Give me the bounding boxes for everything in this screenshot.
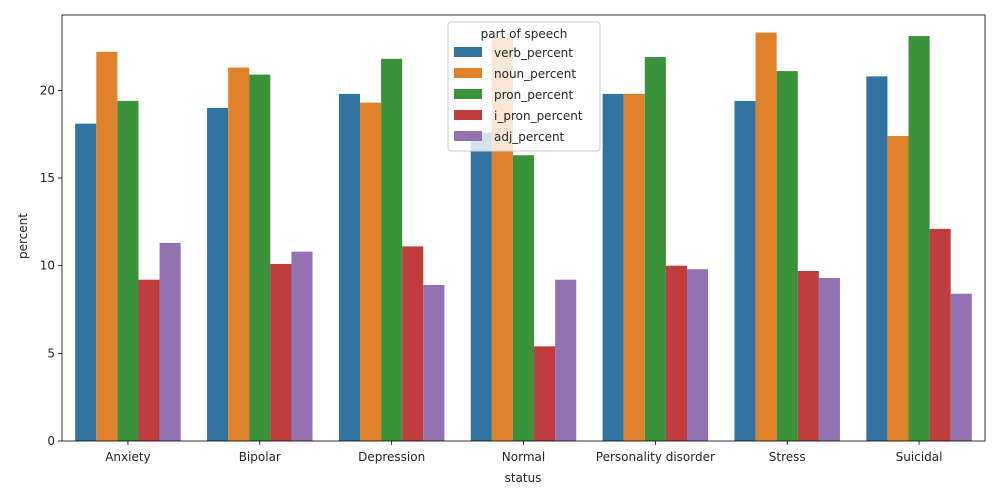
bar-pron_percent-anxiety [117, 100, 139, 442]
bar-adj_percent-bipolar [291, 251, 313, 441]
bar-verb_percent-bipolar [207, 107, 229, 441]
plot-area [75, 32, 972, 442]
y-tick-label: 0 [47, 434, 55, 448]
x-tick-label: Stress [769, 450, 806, 464]
bar-verb_percent-depression [338, 93, 360, 441]
bar-noun_percent-personality-disorder [623, 93, 645, 441]
legend-swatch [454, 47, 482, 57]
x-tick-label: Normal [502, 450, 545, 464]
x-tick-label: Depression [358, 450, 425, 464]
bar-i_pron_percent-normal [534, 346, 556, 441]
legend-frame [447, 21, 601, 152]
legend-label: i_pron_percent [494, 109, 583, 123]
bar-verb_percent-personality-disorder [602, 93, 624, 441]
bar-noun_percent-anxiety [96, 51, 118, 442]
bar-pron_percent-stress [776, 71, 798, 441]
bar-verb_percent-suicidal [866, 76, 888, 442]
legend-swatch [454, 89, 482, 99]
bar-adj_percent-depression [423, 284, 445, 441]
legend-swatch [454, 68, 482, 78]
y-tick-label: 5 [47, 346, 55, 360]
bar-adj_percent-personality-disorder [687, 269, 709, 441]
x-tick-label: Suicidal [896, 450, 943, 464]
bar-verb_percent-stress [734, 100, 756, 442]
legend-label: noun_percent [494, 67, 576, 81]
legend-swatch [454, 110, 482, 120]
bar-noun_percent-suicidal [887, 135, 909, 441]
bar-pron_percent-suicidal [908, 36, 930, 441]
y-axis-label: percent [16, 213, 30, 259]
bar-pron_percent-depression [381, 58, 403, 441]
bar-i_pron_percent-depression [402, 246, 424, 441]
x-tick-label: Bipolar [239, 450, 281, 464]
x-tick-label: Personality disorder [596, 450, 715, 464]
bar-i_pron_percent-suicidal [929, 228, 951, 441]
legend-label: pron_percent [494, 88, 573, 102]
bar-noun_percent-depression [360, 102, 382, 442]
bar-i_pron_percent-anxiety [138, 279, 160, 441]
x-axis-label: status [505, 471, 542, 485]
bar-pron_percent-bipolar [249, 74, 271, 441]
bar-i_pron_percent-bipolar [270, 263, 292, 441]
bar-noun_percent-bipolar [228, 67, 250, 441]
bar-adj_percent-normal [555, 279, 577, 441]
bar-i_pron_percent-stress [797, 270, 819, 441]
bar-verb_percent-normal [470, 132, 492, 441]
bar-pron_percent-personality-disorder [644, 57, 666, 441]
bar-pron_percent-normal [512, 155, 535, 441]
legend-items: verb_percent noun_percent pron_percent i_pr… [454, 46, 583, 144]
y-tick-label: 10 [40, 259, 55, 273]
legend-label: adj_percent [494, 130, 565, 144]
bar-adj_percent-stress [818, 277, 840, 441]
legend-title: part of speech [481, 27, 568, 41]
legend-label: verb_percent [494, 46, 573, 60]
bar-noun_percent-stress [755, 32, 777, 441]
bar-verb_percent-anxiety [75, 123, 97, 441]
x-tick-label: Anxiety [105, 450, 150, 464]
y-tick-label: 20 [40, 83, 55, 97]
axes: 0 5 10 15 20 Anxiety Bipolar Depression Normal Pe… [40, 14, 986, 464]
legend: part of speech verb_percent noun_percentp… [447, 21, 601, 152]
bar-adj_percent-suicidal [950, 293, 972, 441]
y-tick-label: 15 [40, 171, 55, 185]
bar-adj_percent-anxiety [159, 242, 181, 441]
bar-i_pron_percent-personality-disorder [665, 265, 688, 441]
legend-swatch [454, 131, 482, 141]
